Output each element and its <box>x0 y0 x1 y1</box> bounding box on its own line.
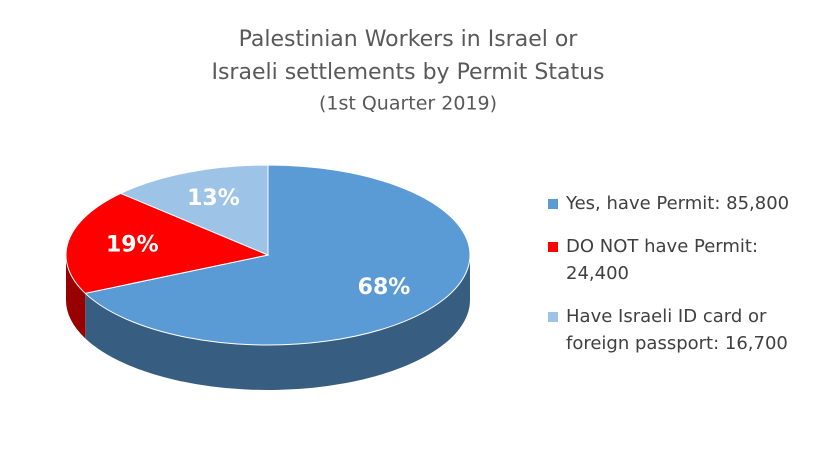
legend-item: Yes, have Permit: 85,800 <box>548 190 808 217</box>
legend-label: Have Israeli ID card or foreign passport… <box>566 306 788 354</box>
legend-item: Have Israeli ID card or foreign passport… <box>548 303 808 357</box>
legend-swatch <box>548 199 558 209</box>
chart-subtitle: (1st Quarter 2019) <box>319 93 497 115</box>
chart-title: Israeli settlements by Permit Status <box>211 60 604 85</box>
legend-swatch <box>548 242 558 252</box>
slice-top <box>65 192 270 294</box>
data-label: 68% <box>358 275 411 300</box>
slice-top <box>84 164 471 346</box>
chart-title: Palestinian Workers in Israel or <box>239 27 579 52</box>
slice <box>84 164 471 390</box>
slice-side <box>85 255 470 390</box>
slice <box>65 192 270 339</box>
legend: Yes, have Permit: 85,800 DO NOT have Perm… <box>548 190 808 373</box>
legend-item: DO NOT have Permit: 24,400 <box>548 233 808 287</box>
slice <box>119 164 269 256</box>
legend-label: Yes, have Permit: 85,800 <box>566 193 790 214</box>
legend-label: DO NOT have Permit: 24,400 <box>566 236 759 284</box>
data-label: 19% <box>106 232 159 257</box>
slice-top <box>119 164 269 256</box>
legend-swatch <box>548 312 558 322</box>
data-label: 13% <box>187 186 240 211</box>
